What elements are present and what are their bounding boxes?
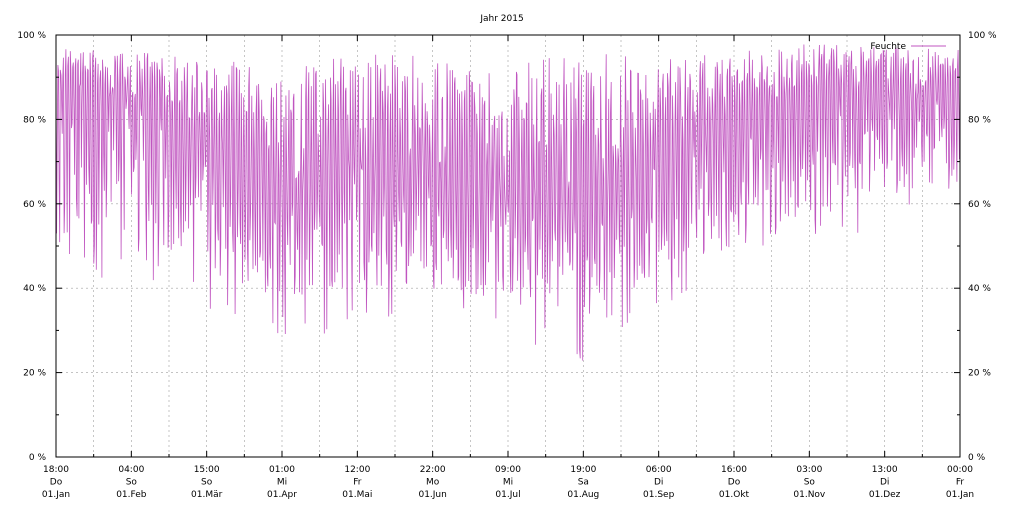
y-tick-label-right: 40 % — [968, 284, 991, 294]
y-tick-label-left: 0 % — [29, 453, 47, 463]
axis-ticks: 0 % 0 % 20 % 20 % 40 % 40 % 60 % 60 % 80 % 80 % 10… — [17, 31, 997, 500]
x-tick-label: 13:00 Di 01.Dez — [869, 465, 901, 500]
legend-label-feuchte: Feuchte — [870, 42, 906, 52]
x-tick-label: 16:00 Do 01.Okt — [719, 465, 750, 500]
x-tick-label: 06:00 Di 01.Sep — [643, 465, 675, 500]
x-tick-label: 01:00 Mi 01.Apr — [267, 465, 297, 500]
legend: Feuchte — [870, 42, 946, 52]
x-tick-label: 22:00 Mo 01.Jun — [418, 465, 446, 500]
y-tick-label-left: 100 % — [17, 31, 46, 41]
y-tick-label-left: 80 % — [23, 115, 46, 125]
y-tick-label-left: 40 % — [23, 284, 46, 294]
y-tick-label-left: 60 % — [23, 200, 46, 210]
y-tick-label-left: 20 % — [23, 369, 46, 379]
x-tick-label: 00:00 Fr 01.Jan — [946, 465, 974, 500]
plot-area — [55, 44, 961, 361]
y-tick-label-right: 0 % — [968, 453, 986, 463]
chart-title: Jahr 2015 — [479, 14, 523, 24]
x-tick-label: 12:00 Fr 01.Mai — [342, 465, 372, 500]
x-tick-label: 09:00 Mi 01.Jul — [495, 465, 521, 500]
y-tick-label-right: 100 % — [968, 31, 997, 41]
x-tick-label: 18:00 Do 01.Jan — [42, 465, 70, 500]
y-tick-label-right: 60 % — [968, 200, 991, 210]
series-line-feuchte — [55, 44, 961, 361]
y-tick-label-right: 20 % — [968, 369, 991, 379]
x-tick-label: 15:00 So 01.Mär — [191, 465, 223, 500]
y-tick-label-right: 80 % — [968, 115, 991, 125]
x-tick-label: 19:00 Sa 01.Aug — [567, 465, 599, 500]
x-tick-label: 04:00 So 01.Feb — [116, 465, 147, 500]
x-tick-label: 03:00 So 01.Nov — [793, 465, 826, 500]
